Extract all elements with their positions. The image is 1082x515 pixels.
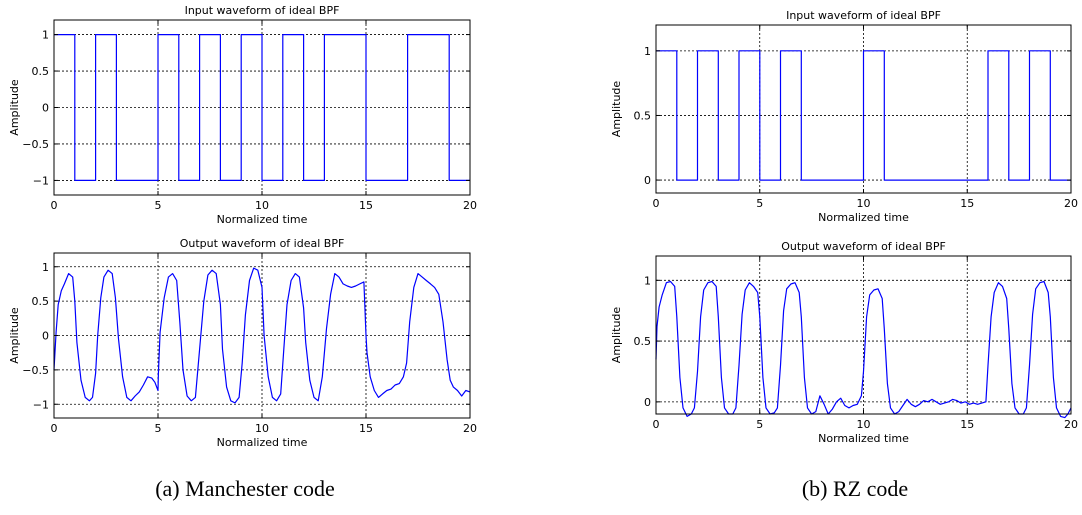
series-line [656,50,1071,181]
y-tick-label: −0.5 [22,138,49,151]
x-tick-label: 10 [255,199,269,212]
y-tick-label: 0.5 [32,65,50,78]
y-tick-label: 0.5 [634,109,652,122]
x-tick-label: 5 [756,197,763,210]
y-tick-label: 1 [644,45,651,58]
chart-manchester-output: 0 5 10 15 20 −1 −0.5 0 0.5 1 Output waveform of id… [8,237,477,449]
x-tick-label: 5 [155,422,162,435]
x-tick-label: 15 [960,418,974,431]
x-tick-label: 5 [155,199,162,212]
x-tick-label: 0 [653,197,660,210]
x-tick-label: 10 [857,418,871,431]
y-axis-label: Amplitude [8,307,21,364]
series-line [54,33,470,181]
x-axis-label: Normalized time [818,211,909,224]
x-tick-label: 15 [359,199,373,212]
y-tick-label: 0.5 [634,335,652,348]
x-tick-label: 15 [359,422,373,435]
y-tick-label: 0 [644,396,651,409]
chart-title: Input waveform of ideal BPF [185,4,340,17]
x-tick-label: 0 [653,418,660,431]
y-tick-label: 1 [42,261,49,274]
x-tick-label: 20 [1064,197,1078,210]
chart-manchester-input: 0 5 10 15 20 −1 −0.5 0 0.5 1 Input waveform of ide… [8,4,477,226]
y-tick-label: −1 [33,174,49,187]
x-tick-label: 0 [51,422,58,435]
x-tick-label: 10 [255,422,269,435]
chart-rz-input: 0 5 10 15 20 0 0.5 1 Input waveform of ideal BPF… [610,9,1078,224]
y-axis-label: Amplitude [610,307,623,364]
y-tick-label: −1 [33,398,49,411]
x-tick-label: 15 [960,197,974,210]
chart-rz-output: 0 5 10 15 20 0 0.5 1 Output waveform of ideal BP… [610,240,1078,445]
caption-manchester: (a) Manchester code [155,476,335,501]
x-tick-label: 0 [51,199,58,212]
y-tick-label: −0.5 [22,364,49,377]
x-tick-label: 10 [857,197,871,210]
chart-title: Output waveform of ideal BPF [781,240,946,253]
caption-rz: (b) RZ code [801,476,909,501]
y-tick-label: 1 [644,274,651,287]
y-tick-label: 1 [42,29,49,42]
x-axis-label: Normalized time [217,436,308,449]
x-tick-label: 20 [463,422,477,435]
x-tick-label: 20 [463,199,477,212]
y-tick-label: 0 [644,174,651,187]
x-axis-label: Normalized time [217,213,308,226]
y-tick-label: 0 [42,330,49,343]
chart-title: Input waveform of ideal BPF [786,9,941,22]
y-tick-label: 0.5 [32,295,50,308]
x-axis-label: Normalized time [818,432,909,445]
series-line [655,280,1072,419]
series-line [53,267,471,404]
x-tick-label: 5 [756,418,763,431]
chart-title: Output waveform of ideal BPF [180,237,345,250]
y-tick-label: 0 [42,102,49,115]
y-axis-label: Amplitude [610,81,623,138]
x-tick-label: 20 [1064,418,1078,431]
y-axis-label: Amplitude [8,79,21,136]
